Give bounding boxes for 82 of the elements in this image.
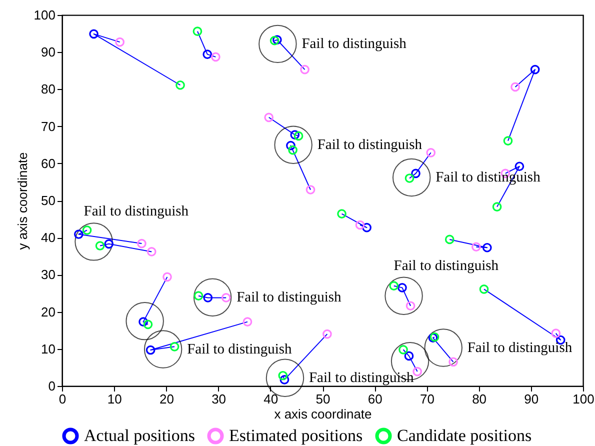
point [138,317,148,326]
point [355,220,365,230]
point [530,64,540,74]
x-tick-label: 30 [212,392,226,406]
x-tick-label: 50 [316,392,330,406]
y-tick-label: 10 [41,341,56,356]
x-tick-label: 70 [420,392,434,406]
point [362,222,372,232]
point [74,230,84,239]
point [211,52,220,62]
point [242,317,252,326]
x-tick-label: 10 [107,392,122,406]
annotation: Fail to distinguish [394,258,500,274]
point [202,50,212,59]
point [288,145,298,155]
point [398,344,408,354]
point [89,29,98,39]
legend-label: Estimated positions [229,426,363,445]
legend-label: Candidate positions [397,426,532,445]
annotation: Fail to distinguish [467,340,573,356]
x-tick-label: 20 [159,392,174,406]
annotation: Fail to distinguish [302,36,408,52]
annotation: Fail to distinguish [317,136,423,153]
point [479,284,489,294]
point [337,209,346,219]
point [192,26,202,36]
point [404,351,414,361]
point [448,357,458,367]
point [551,328,561,338]
point [176,80,185,90]
point [514,162,524,172]
point [95,241,105,250]
y-tick-label: 90 [41,44,56,60]
point [146,345,156,355]
point [412,366,422,376]
point [137,238,146,248]
y-tick-label: 40 [41,230,56,246]
point [115,37,125,47]
point [482,242,492,252]
annotation: Fail to distinguish [308,370,414,386]
y-tick-label: 60 [41,156,56,171]
point [426,148,436,158]
x-tick-label: 90 [524,392,539,406]
y-tick-label: 30 [41,267,56,282]
point [264,112,274,122]
y-tick-label: 20 [41,304,56,320]
y-tick-label: 80 [41,82,56,97]
point [170,342,180,352]
point [406,301,416,311]
point [221,293,231,302]
point [510,82,520,92]
point [194,291,204,301]
x-tick-label: 80 [472,392,487,406]
x-tick-label: 60 [368,392,382,406]
point [472,242,481,252]
point [82,226,92,235]
point [306,185,316,194]
y-tick-label: 100 [34,8,56,22]
point [492,202,502,212]
x-axis-title: x axis coordinate [274,406,372,422]
point [300,64,310,74]
point [389,281,399,290]
x-tick-label: 100 [572,392,594,406]
point [162,272,172,282]
y-tick-label: 0 [48,378,56,394]
legend-label: Actual positions [84,426,195,445]
x-tick-label: 0 [58,392,66,406]
point [322,329,332,339]
point [444,234,454,244]
point [294,131,304,141]
point [146,247,156,256]
annotation: Fail to distinguish [84,204,190,220]
y-axis-title: y axis coordinate [14,152,30,250]
point [503,136,513,146]
annotation: Fail to distinguish [236,289,342,306]
y-tick-label: 70 [41,118,56,134]
point [104,239,114,249]
y-tick-label: 50 [41,193,56,208]
x-tick-label: 40 [264,392,278,406]
annotation: Fail to distinguish [187,341,293,358]
point [290,130,300,140]
point [398,283,407,292]
